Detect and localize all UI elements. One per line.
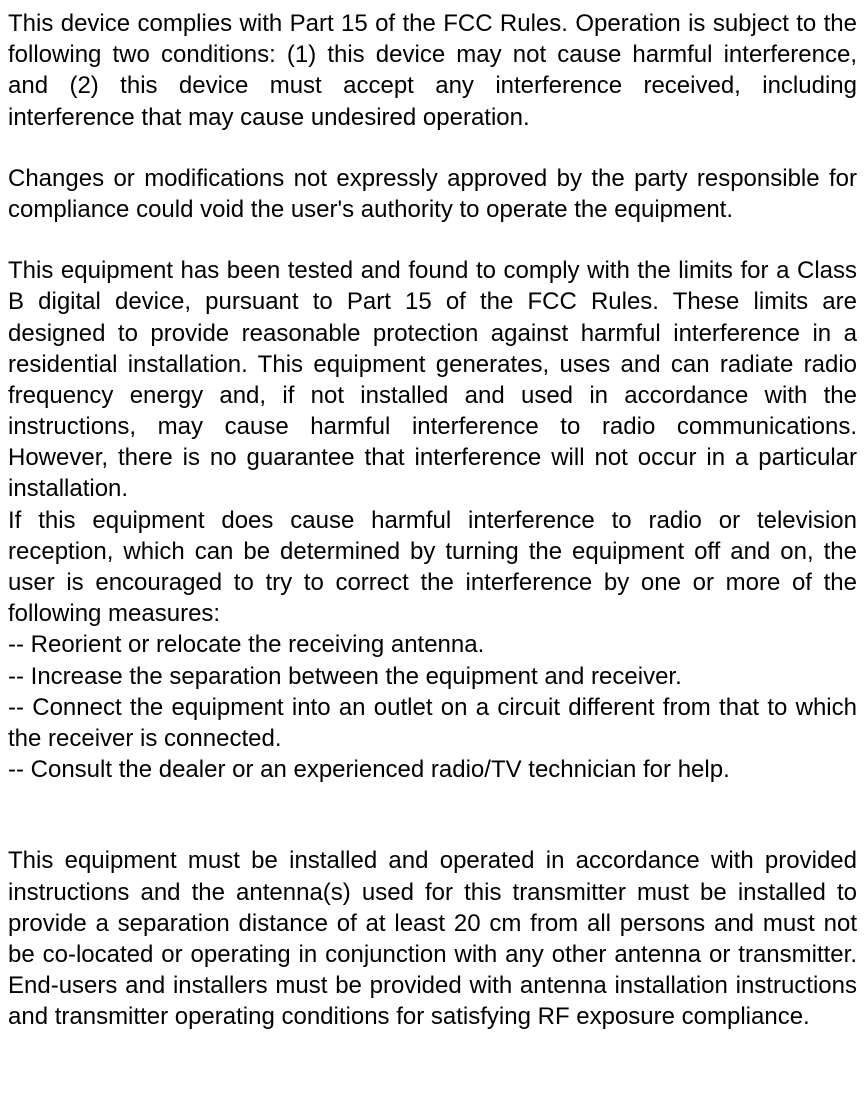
spacer [8,815,857,845]
list-item: -- Reorient or relocate the receiving an… [8,629,857,660]
list-item: -- Consult the dealer or an experienced … [8,754,857,785]
fcc-compliance-paragraph: This device complies with Part 15 of the… [8,8,857,133]
class-b-device-paragraph: This equipment has been tested and found… [8,255,857,505]
interference-measures-intro: If this equipment does cause harmful int… [8,505,857,630]
antenna-installation-paragraph: This equipment must be installed and ope… [8,845,857,1032]
modifications-warning-paragraph: Changes or modifications not expressly a… [8,163,857,225]
list-item: -- Connect the equipment into an outlet … [8,692,857,754]
interference-measures-list: -- Reorient or relocate the receiving an… [8,629,857,785]
list-item: -- Increase the separation between the e… [8,661,857,692]
